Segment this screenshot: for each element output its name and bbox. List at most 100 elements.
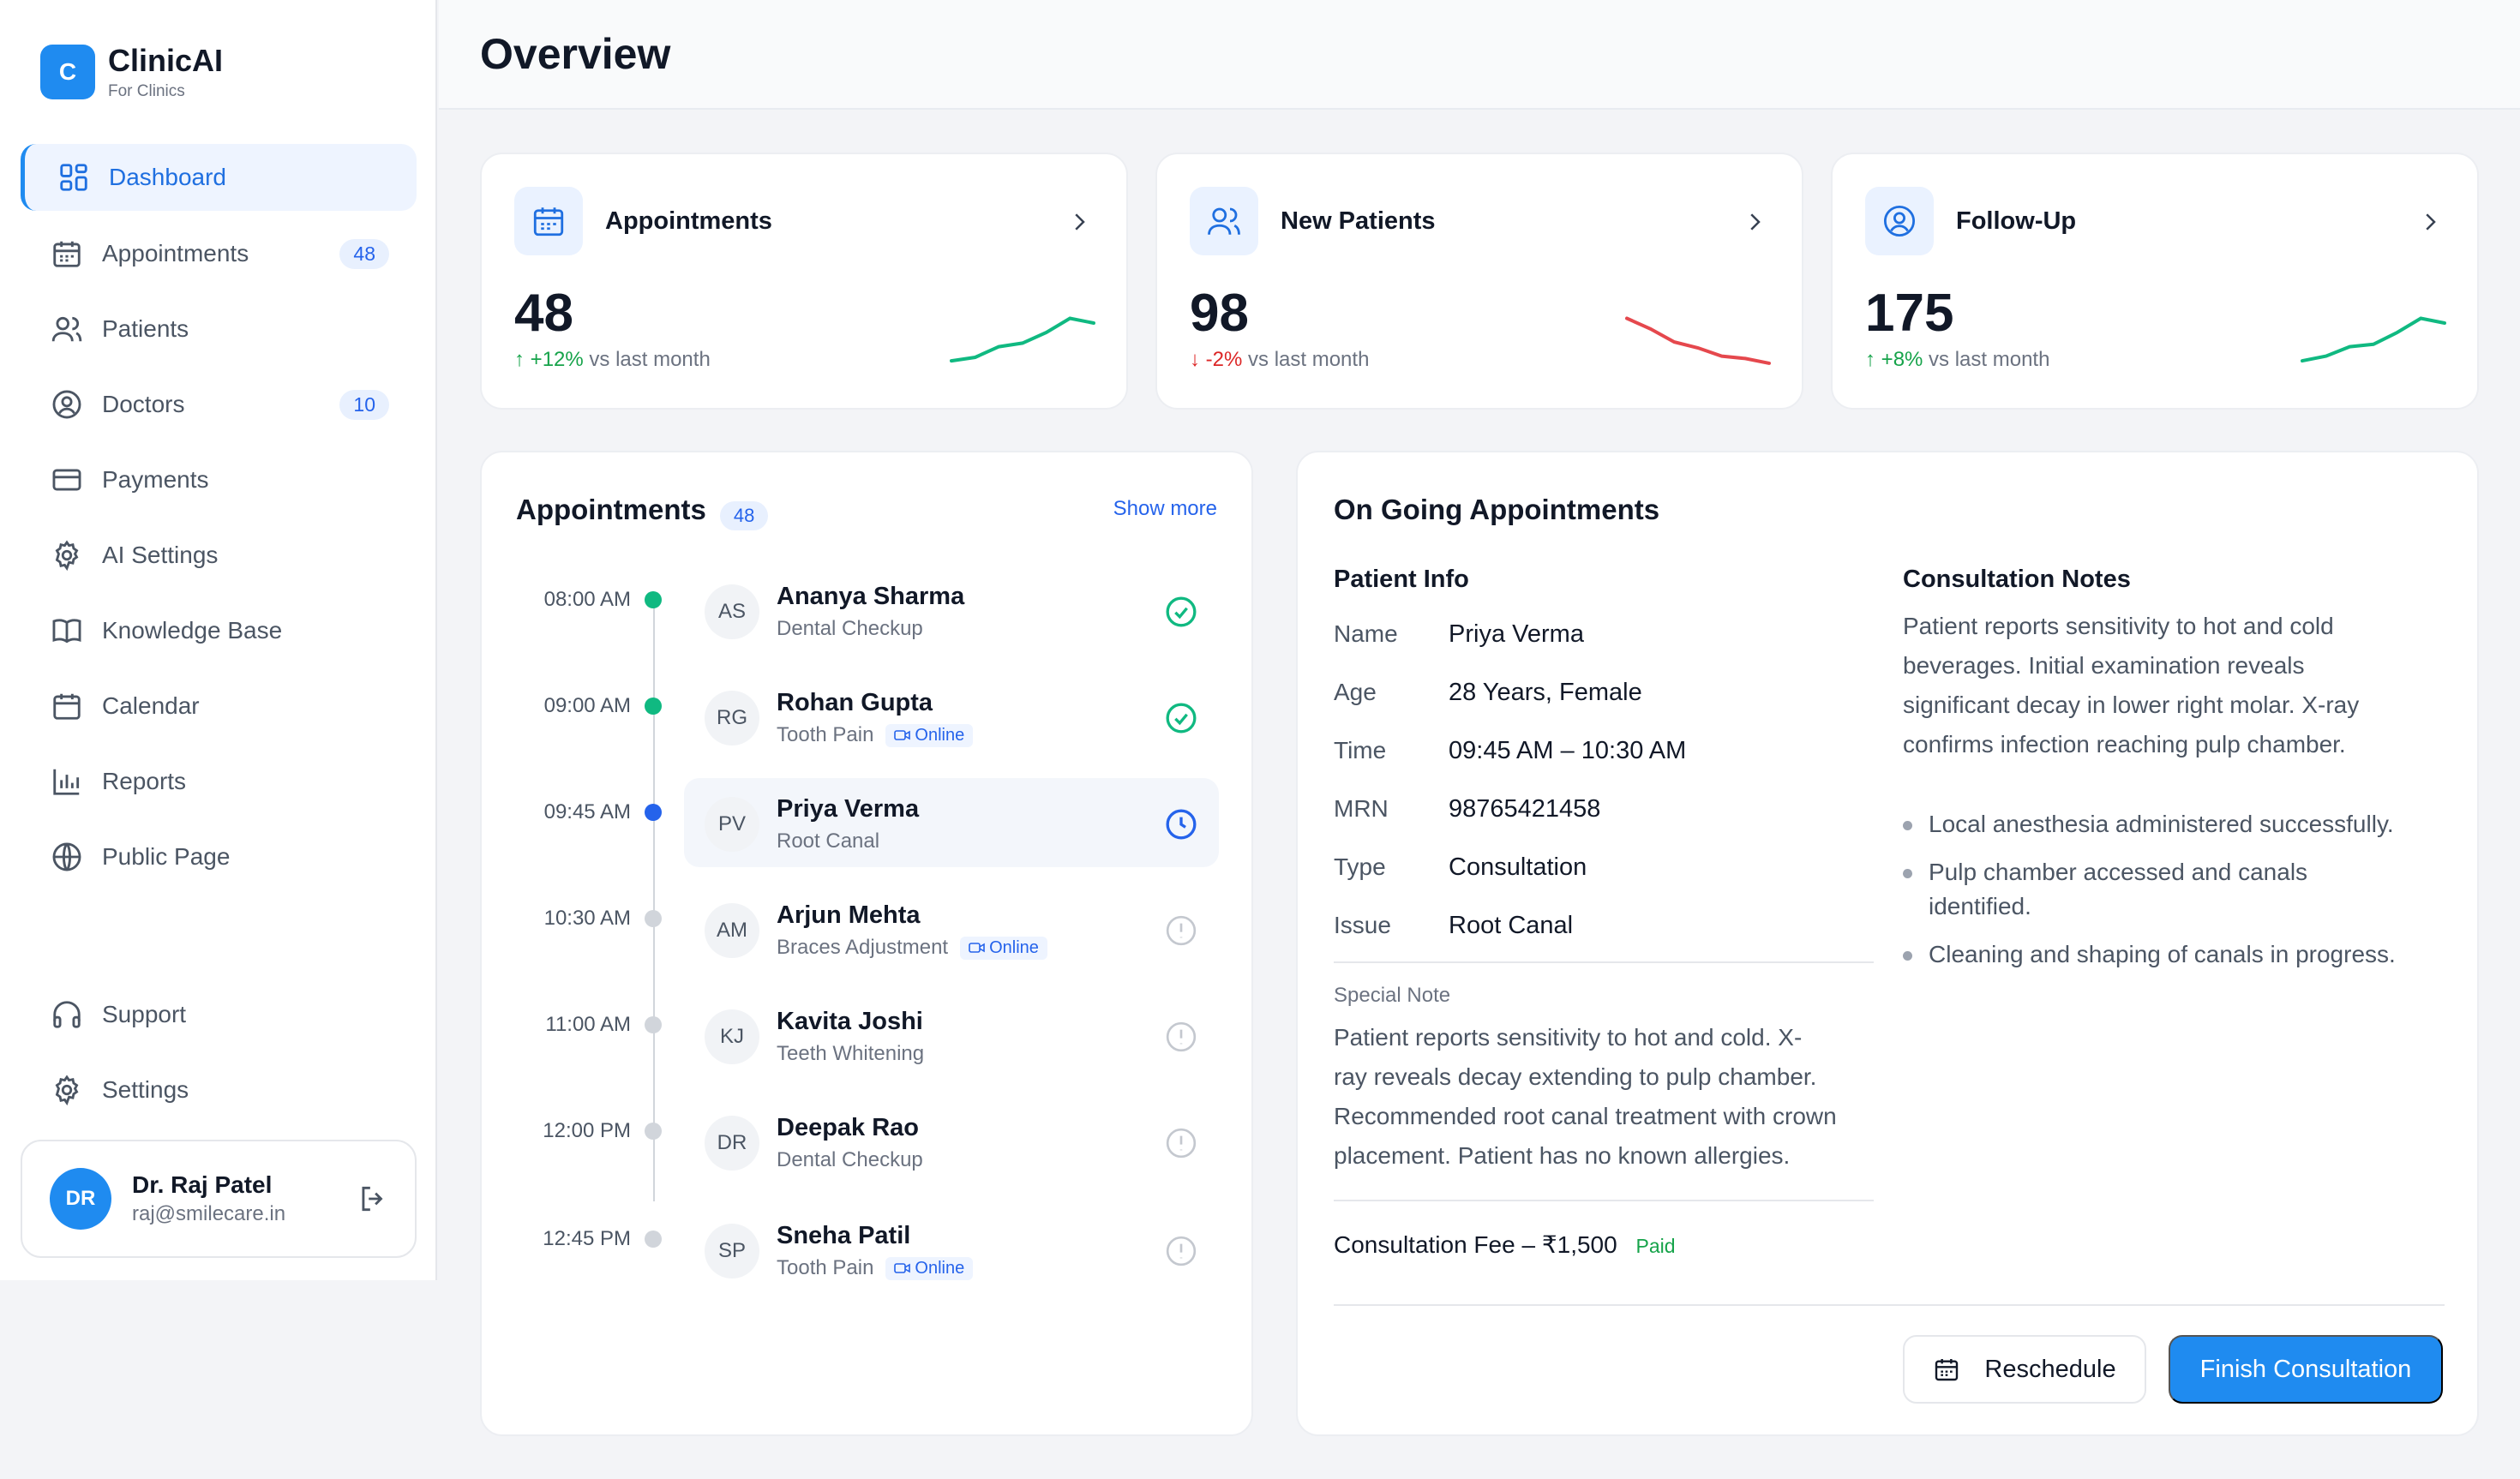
patient-info-title: Patient Info [1334, 566, 1469, 593]
video-icon [894, 1263, 911, 1273]
field-value: Consultation [1449, 853, 1587, 881]
field-label: Issue [1334, 912, 1391, 938]
sidebar-item-reports[interactable]: Reports [21, 748, 417, 815]
sidebar-item-dashboard[interactable]: Dashboard [21, 144, 417, 211]
sidebar-item-settings[interactable]: Settings [21, 1057, 417, 1123]
sidebar-item-knowledge-base[interactable]: Knowledge Base [21, 597, 417, 664]
appointment-type: Tooth Pain Online [777, 1256, 974, 1280]
appointment-row[interactable]: 09:00 AM RG Rohan Gupta Tooth Pain Onlin… [482, 679, 1253, 764]
appointments-count-badge: 48 [719, 500, 769, 530]
video-icon [969, 943, 985, 953]
field-value: Root Canal [1449, 912, 1574, 939]
delta-value: +12% [530, 348, 584, 371]
page-title: Overview [480, 30, 671, 78]
note-line: Patient reports sensitivity to hot and c… [1334, 1024, 1803, 1051]
brand[interactable]: C ClinicAI For Clinics [40, 43, 223, 101]
appointment-type-label: Root Canal [777, 829, 880, 853]
chevron-right-icon[interactable] [1742, 209, 1767, 235]
user-email: raj@smilecare.in [132, 1202, 286, 1225]
nav-count-badge: 48 [339, 238, 389, 269]
sidebar-item-payments[interactable]: Payments [21, 446, 417, 513]
globe-icon [52, 842, 81, 871]
appointment-time: 10:30 AM [543, 907, 631, 930]
avatar: DR [50, 1168, 111, 1230]
sidebar-item-label: AI Settings [102, 542, 219, 568]
sidebar-item-label: Support [102, 1001, 187, 1027]
sparkline [1625, 316, 1771, 365]
field-value: 09:45 AM – 10:30 AM [1449, 737, 1687, 764]
sidebar: C ClinicAI For Clinics Dashboard Appoint… [0, 0, 437, 1280]
users-icon [51, 316, 82, 342]
show-more-link[interactable]: Show more [1113, 497, 1217, 520]
patient-name: Sneha Patil [777, 1222, 911, 1249]
online-badge: Online [885, 1256, 974, 1280]
stat-delta: ↑ +12% vs last month [514, 348, 711, 372]
sidebar-item-label: Reports [102, 768, 187, 794]
note-bullet: Local anesthesia administered successful… [1903, 807, 2451, 841]
appointment-type-label: Tooth Pain [777, 723, 874, 746]
alert-circle-icon [1166, 1128, 1197, 1159]
field-label: Age [1334, 679, 1377, 705]
sidebar-item-appointments[interactable]: Appointments 48 [21, 220, 417, 287]
stat-value: 48 [514, 284, 573, 343]
reschedule-label: Reschedule [1984, 1355, 2116, 1383]
delta-suffix: vs last month [589, 348, 711, 371]
stat-delta: ↓ -2% vs last month [1190, 348, 1369, 372]
check-circle-icon [1166, 596, 1197, 627]
user-card[interactable]: DR Dr. Raj Patel raj@smilecare.in [21, 1140, 417, 1258]
note-line: placement. Patient has no known allergie… [1334, 1142, 1791, 1169]
sidebar-item-doctors[interactable]: Doctors 10 [21, 371, 417, 438]
avatar: PV [705, 797, 759, 852]
field-value: 28 Years, Female [1449, 679, 1642, 706]
sidebar-item-patients[interactable]: Patients [21, 296, 417, 362]
brand-name: ClinicAI [108, 43, 224, 78]
sidebar-item-label: Calendar [102, 692, 200, 719]
avatar: KJ [705, 1009, 759, 1064]
delta-value: -2% [1205, 348, 1243, 371]
consultation-notes-text: Patient reports sensitivity to hot and c… [1903, 607, 2451, 764]
sidebar-item-label: Doctors [102, 391, 185, 417]
notes-line: confirms infection reaching pulp chamber… [1903, 731, 2346, 757]
stat-card-follow-up[interactable]: Follow-Up 175 ↑ +8% vs last month [1831, 153, 2479, 410]
stat-card-new-patients[interactable]: New Patients 98 ↓ -2% vs last month [1155, 153, 1803, 410]
finish-consultation-button[interactable]: Finish Consultation [2169, 1335, 2443, 1404]
stat-card-appointments[interactable]: Appointments 48 ↑ +12% vs last month [480, 153, 1128, 410]
appointment-time: 11:00 AM [545, 1013, 631, 1036]
sidebar-item-label: Knowledge Base [102, 617, 283, 644]
appointment-row[interactable]: 12:45 PM SP Sneha Patil Tooth Pain Onlin… [482, 1212, 1253, 1297]
note-bullet: Cleaning and shaping of canals in progre… [1903, 937, 2451, 972]
appointment-time: 12:45 PM [543, 1227, 631, 1250]
calendar-icon [53, 241, 81, 267]
timeline-dot [645, 1231, 662, 1248]
appointment-row[interactable]: 08:00 AM AS Ananya Sharma Dental Checkup [482, 572, 1253, 658]
calendar-icon [53, 693, 81, 720]
appointment-row[interactable]: 12:00 PM DR Deepak Rao Dental Checkup [482, 1104, 1253, 1189]
delta-suffix: vs last month [1929, 348, 2050, 371]
stat-value: 175 [1865, 284, 1954, 343]
sidebar-item-support[interactable]: Support [21, 981, 417, 1048]
chevron-right-icon[interactable] [1066, 209, 1092, 235]
chevron-right-icon[interactable] [2417, 209, 2443, 235]
sidebar-item-ai-settings[interactable]: AI Settings [21, 522, 417, 589]
fee-amount: Consultation Fee – ₹1,500 [1334, 1231, 1617, 1258]
appointment-row[interactable]: 10:30 AM AM Arjun Mehta Braces Adjustmen… [482, 891, 1253, 977]
logout-icon[interactable] [357, 1183, 389, 1215]
field-label: Name [1334, 620, 1398, 647]
sidebar-item-public-page[interactable]: Public Page [21, 823, 417, 890]
online-label: Online [915, 1258, 965, 1278]
user-circle-icon [1883, 205, 1916, 237]
patient-name: Ananya Sharma [777, 583, 965, 610]
timeline-line [653, 595, 655, 1201]
field-value: 98765421458 [1449, 795, 1601, 823]
appointment-time: 09:00 AM [543, 694, 631, 717]
stat-label: Appointments [605, 207, 772, 235]
appointment-time: 08:00 AM [543, 588, 631, 611]
appointment-type: Dental Checkup [777, 617, 923, 641]
appointments-title: Appointments [516, 494, 706, 525]
sidebar-item-calendar[interactable]: Calendar [21, 673, 417, 740]
appointment-row[interactable]: 09:45 AM PV Priya Verma Root Canal [482, 785, 1253, 871]
appointment-row[interactable]: 11:00 AM KJ Kavita Joshi Teeth Whitening [482, 997, 1253, 1083]
arrow-up-icon: ↑ [514, 348, 525, 371]
reschedule-button[interactable]: Reschedule [1903, 1335, 2146, 1404]
appointment-type-label: Tooth Pain [777, 1256, 874, 1279]
